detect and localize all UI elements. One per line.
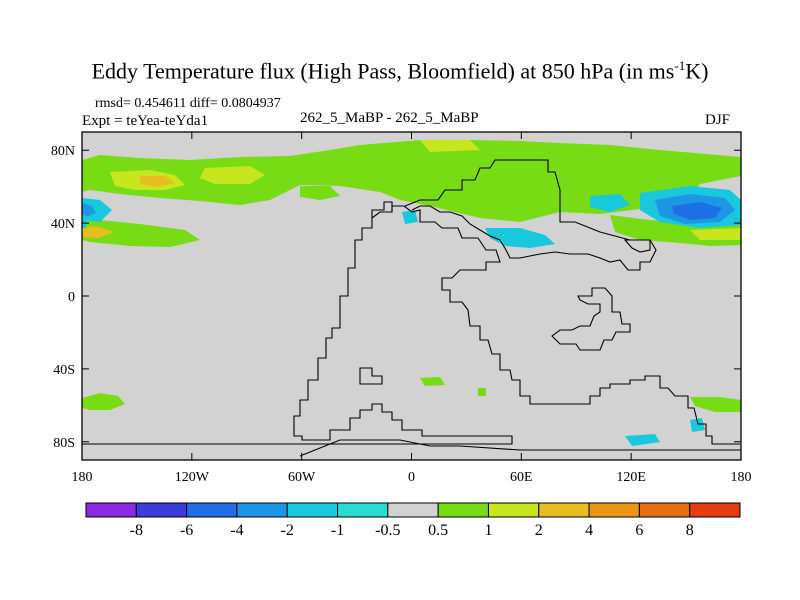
- colorbar-label: 0.5: [428, 522, 448, 539]
- x-axis: 180 120W 60W 0 60E 120E 180: [72, 132, 752, 485]
- north-pacific-max-2: [200, 166, 265, 184]
- chart-title: Eddy Temperature flux (High Pass, Bloomf…: [0, 58, 800, 84]
- colorbar-label: -8: [130, 522, 143, 539]
- x-tick-label: 120W: [175, 470, 210, 485]
- title-main: Eddy Temperature flux (High Pass, Bloomf…: [91, 58, 675, 84]
- outline-africa-europe: [82, 218, 513, 445]
- x-tick-label: 120E: [616, 470, 646, 485]
- nh-band-east-max: [690, 228, 741, 240]
- experiment-difference-label: 262_5_MaBP - 262_5_MaBP: [300, 110, 479, 126]
- colorbar-swatch: [387, 502, 439, 518]
- colorbar-label: 2: [535, 522, 543, 539]
- colorbar-swatch: [286, 502, 339, 518]
- colorbar-swatch: [588, 502, 640, 518]
- title-end: K): [685, 58, 709, 84]
- season-label: DJF: [705, 112, 731, 128]
- sh-patch-2: [478, 388, 486, 396]
- nh-band-west-max: [82, 226, 115, 238]
- colorbar-label: -6: [180, 522, 193, 539]
- x-tick-label: 180: [731, 470, 752, 485]
- y-tick-label: 40N: [51, 217, 75, 232]
- colorbar-label: -2: [281, 522, 294, 539]
- outline-australia: [551, 287, 631, 351]
- date-line-min: [82, 214, 87, 228]
- outline-north-asia: [404, 159, 657, 271]
- x-tick-label: 60E: [510, 470, 533, 485]
- colorbar-swatch: [487, 502, 540, 518]
- colorbar-label: 8: [686, 522, 694, 539]
- outline-south-america: [359, 367, 383, 385]
- colorbar-swatch: [85, 502, 137, 518]
- colorbar-label: 1: [484, 522, 492, 539]
- y-tick-label: 80N: [51, 144, 75, 159]
- colorbar-swatch: [337, 502, 389, 518]
- continent-outlines: [82, 159, 741, 457]
- colorbar-swatch: [186, 502, 238, 518]
- y-tick-label: 80S: [53, 436, 75, 451]
- sh-east-min: [625, 434, 660, 446]
- colorbar-label: -4: [230, 522, 243, 539]
- outline-asia: [371, 205, 740, 445]
- outline-japan: [623, 239, 651, 253]
- colorbar-label: -1: [331, 522, 344, 539]
- outline-north-africa-coast: [371, 201, 393, 218]
- colorbar-swatch: [236, 502, 288, 518]
- colorbar-label: 6: [635, 522, 643, 539]
- mediterranean-min: [402, 210, 418, 224]
- sh-west-band: [82, 393, 125, 410]
- arctic-max: [420, 140, 480, 152]
- colorbar-swatch: [437, 502, 489, 518]
- x-tick-label: 0: [408, 470, 415, 485]
- colorbar-swatch: [638, 502, 691, 518]
- sh-atlantic-patch: [420, 377, 445, 386]
- colorbar-swatch: [135, 502, 188, 518]
- nh-lower-band-west: [82, 218, 200, 247]
- x-tick-label: 60W: [288, 470, 316, 485]
- sh-east-band: [690, 397, 741, 412]
- colorbar: -8 -6 -4 -2 -1 -0.5 0.5 1 2 4 6 8: [85, 502, 741, 539]
- colorbar-swatch: [538, 502, 590, 518]
- east-pacific-min: [82, 198, 112, 222]
- y-tick-label: 40S: [53, 363, 75, 378]
- east-pacific-min-core: [82, 203, 96, 217]
- central-asia-min: [485, 228, 555, 248]
- nh-belt-field: [82, 140, 741, 222]
- nh-patch-atlantic: [300, 186, 340, 200]
- colorbar-label: -0.5: [375, 522, 400, 539]
- y-tick-label: 0: [68, 290, 75, 305]
- east-asia-min: [590, 194, 630, 212]
- colorbar-label: 4: [585, 522, 593, 539]
- y-axis: 80N 40N 0 40S 80S: [51, 144, 741, 451]
- rmsd-label: rmsd= 0.454611 diff= 0.0804937: [95, 96, 281, 111]
- outline-antarctic: [299, 439, 741, 457]
- sh-min-1: [690, 418, 705, 432]
- title-superscript: -1: [674, 58, 686, 73]
- x-tick-label: 180: [72, 470, 93, 485]
- west-pacific-min-core: [672, 202, 722, 220]
- expt-label: Expt = teYea-teYda1: [82, 113, 209, 129]
- north-pacific-max-inner: [140, 176, 175, 187]
- colorbar-swatch: [689, 502, 741, 518]
